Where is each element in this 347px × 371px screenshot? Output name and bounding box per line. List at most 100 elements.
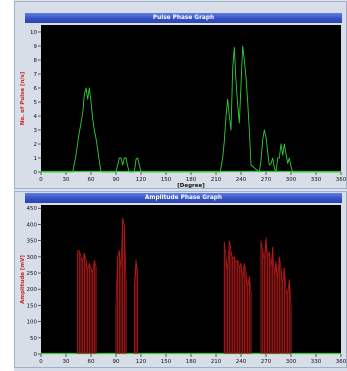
x-tick-label: 330 bbox=[311, 359, 322, 365]
y-tick-label: 0 bbox=[34, 170, 38, 176]
y-tick-label: 300 bbox=[27, 255, 38, 261]
amplitude-envelope bbox=[263, 237, 267, 261]
left-margin bbox=[0, 0, 14, 371]
amplitude-envelope bbox=[260, 240, 264, 251]
x-tick-label: 150 bbox=[161, 177, 172, 183]
x-tick-label: 270 bbox=[261, 359, 272, 365]
x-tick-label: 180 bbox=[186, 177, 197, 183]
y-axis-label: No. of Pulse [n/s] bbox=[20, 71, 26, 125]
x-axis-label: [Degree] bbox=[177, 183, 205, 188]
amplitude-envelope bbox=[275, 261, 279, 280]
x-tick-label: 240 bbox=[236, 177, 247, 183]
x-tick-label: 120 bbox=[136, 177, 147, 183]
amplitude-envelope bbox=[282, 268, 285, 285]
amplitude-envelope bbox=[243, 263, 247, 272]
amplitude-envelope bbox=[273, 261, 277, 275]
amplitude-envelope bbox=[123, 226, 127, 280]
plot-area bbox=[41, 25, 341, 172]
x-tick-label: 300 bbox=[286, 359, 297, 365]
y-tick-label: 1 bbox=[34, 156, 38, 162]
y-tick-label: 5 bbox=[34, 100, 38, 106]
amplitude-envelope bbox=[265, 237, 269, 257]
x-tick-label: 60 bbox=[88, 359, 95, 365]
x-tick-label: 270 bbox=[261, 177, 272, 183]
x-tick-label: 210 bbox=[211, 177, 222, 183]
y-tick-label: 250 bbox=[27, 271, 38, 277]
y-tick-label: 350 bbox=[27, 239, 38, 245]
x-tick-label: 0 bbox=[39, 177, 43, 183]
amplitude-envelope bbox=[227, 240, 230, 272]
amplitude-envelope bbox=[92, 260, 95, 274]
amplitude-envelope bbox=[233, 256, 237, 264]
y-tick-label: 100 bbox=[27, 320, 38, 326]
amplitude-envelope bbox=[287, 279, 290, 295]
amplitude-envelope bbox=[248, 276, 252, 293]
x-tick-label: 90 bbox=[113, 177, 120, 183]
pulse-phase-panel: Pulse Phase Graph 0 1 2 3 4 5 6 7 8 9 10 0 30 60 90 120… bbox=[14, 1, 347, 189]
amplitude-envelope bbox=[228, 240, 232, 251]
amplitude-envelope bbox=[283, 268, 287, 290]
x-tick-label: 0 bbox=[39, 359, 43, 365]
x-tick-label: 360 bbox=[336, 177, 346, 183]
y-tick-label: 400 bbox=[27, 222, 38, 228]
amplitude-envelope bbox=[247, 276, 250, 288]
amplitude-envelope bbox=[230, 250, 234, 259]
y-tick-label: 200 bbox=[27, 287, 38, 293]
amplitude-envelope bbox=[288, 279, 292, 306]
amplitude-envelope bbox=[223, 242, 227, 257]
x-tick-label: 300 bbox=[286, 177, 297, 183]
y-tick-label: 8 bbox=[34, 58, 38, 64]
amplitude-envelope bbox=[245, 271, 249, 288]
y-tick-label: 450 bbox=[27, 206, 38, 212]
amplitude-envelope bbox=[85, 259, 89, 270]
x-tick-label: 90 bbox=[113, 359, 120, 365]
amplitude-envelope bbox=[122, 217, 125, 227]
y-tick-label: 9 bbox=[34, 44, 38, 50]
y-tick-label: 150 bbox=[27, 303, 38, 309]
amplitude-envelope bbox=[133, 260, 137, 285]
x-tick-label: 330 bbox=[311, 177, 322, 183]
x-tick-label: 150 bbox=[161, 359, 172, 365]
amplitude-envelope bbox=[268, 251, 272, 269]
y-axis-label: Amplitude [mV] bbox=[20, 255, 26, 304]
amplitude-envelope bbox=[82, 252, 85, 262]
amplitude-envelope bbox=[120, 217, 124, 270]
y-tick-label: 10 bbox=[30, 30, 37, 36]
y-tick-label: 6 bbox=[34, 86, 38, 92]
amplitude-envelope bbox=[83, 252, 87, 261]
amplitude-phase-panel: Amplitude Phase Graph 0 50 100 150 200 250 300… bbox=[14, 191, 347, 368]
amplitude-phase-chart: 0 50 100 150 200 250 300 350 400 450 0 30 60 90 120 150… bbox=[20, 205, 346, 365]
pulse-phase-chart: 0 1 2 3 4 5 6 7 8 9 10 0 30 60 90 120 150 180 210 240 270 300… bbox=[20, 25, 346, 188]
amplitude-envelope bbox=[272, 247, 275, 275]
amplitude-envelope bbox=[240, 263, 244, 280]
amplitude-chart-title: Amplitude Phase Graph bbox=[25, 193, 342, 203]
x-tick-label: 360 bbox=[336, 359, 346, 365]
x-tick-label: 120 bbox=[136, 359, 147, 365]
amplitude-envelope bbox=[135, 260, 139, 274]
amplitude-envelope bbox=[278, 256, 282, 269]
x-tick-label: 60 bbox=[88, 177, 95, 183]
x-tick-label: 30 bbox=[63, 177, 70, 183]
y-tick-label: 3 bbox=[34, 128, 38, 134]
x-tick-label: 30 bbox=[63, 359, 70, 365]
y-tick-label: 7 bbox=[34, 72, 38, 78]
y-tick-label: 50 bbox=[30, 336, 37, 342]
x-tick-label: 180 bbox=[186, 359, 197, 365]
amplitude-envelope bbox=[88, 263, 92, 269]
pulse-series-line bbox=[41, 45, 341, 173]
amplitude-envelope bbox=[225, 256, 229, 272]
amplitude-envelope bbox=[270, 247, 274, 269]
amplitude-envelope bbox=[77, 249, 80, 252]
pulse-chart-title: Pulse Phase Graph bbox=[25, 13, 342, 23]
y-tick-label: 2 bbox=[34, 142, 38, 148]
amplitude-envelope bbox=[78, 250, 82, 257]
y-tick-label: 4 bbox=[34, 114, 38, 120]
y-tick-label: 0 bbox=[34, 352, 38, 358]
amplitude-envelope bbox=[242, 263, 245, 280]
amplitude-envelope bbox=[277, 256, 280, 280]
amplitude-envelope bbox=[80, 256, 84, 262]
amplitude-envelope bbox=[237, 259, 240, 269]
amplitude-envelope bbox=[87, 263, 90, 270]
amplitude-envelope bbox=[115, 256, 119, 306]
